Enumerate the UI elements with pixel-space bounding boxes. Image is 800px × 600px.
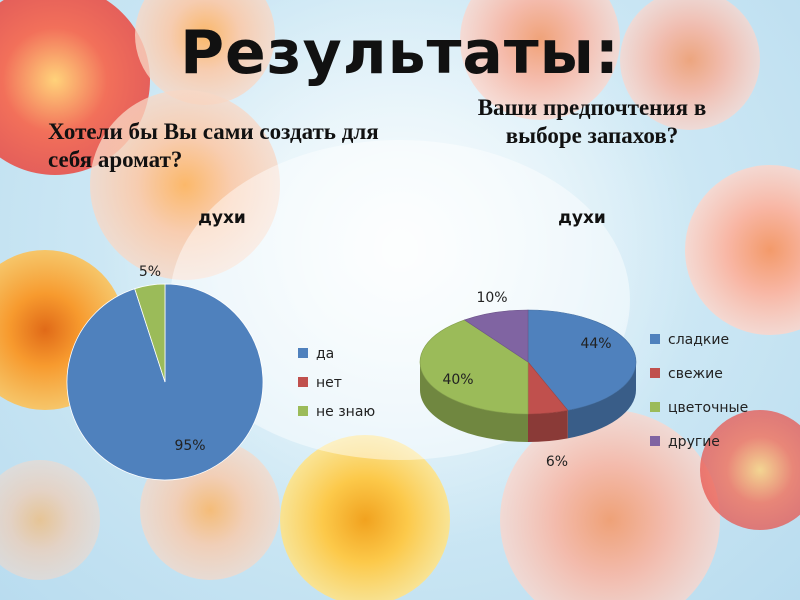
pie-label: 40%	[442, 372, 473, 388]
pie-side-цветочные	[420, 362, 528, 442]
chart-1-legend: да нет не знаю	[298, 346, 375, 420]
legend-swatch	[650, 402, 660, 412]
chart-2-legend-item: сладкие	[650, 332, 729, 348]
pie-slice-не знаю	[134, 283, 166, 383]
chart-1-slices	[66, 283, 264, 481]
chart-1-legend-item: да	[298, 346, 334, 362]
legend-label: свежие	[668, 366, 723, 382]
chart-2-slices	[419, 309, 637, 442]
legend-swatch	[298, 377, 308, 387]
pie-label: 5%	[139, 264, 161, 280]
chart-2-legend-item: другие	[650, 434, 720, 450]
chart-2-legend-item: цветочные	[650, 400, 748, 416]
chart-2-labels: 44% 6% 40% 10%	[442, 290, 611, 470]
question-scent-preferences: Ваши предпочтения в выборе запахов?	[477, 95, 707, 148]
chart-2-legend-item: свежие	[650, 366, 723, 382]
legend-label: другие	[668, 434, 720, 450]
chart-2-title: духи	[558, 208, 606, 228]
legend-swatch	[298, 406, 308, 416]
question-create-aroma: Хотели бы Вы сами создать для себя арома…	[48, 119, 379, 172]
pie-slice-цветочные	[419, 319, 529, 415]
chart-2-legend: сладкие свежие цветочные другие	[650, 332, 748, 450]
legend-label: да	[316, 346, 334, 362]
page-title: Результаты:	[180, 18, 620, 88]
legend-label: не знаю	[316, 404, 375, 420]
legend-swatch	[298, 348, 308, 358]
legend-label: нет	[316, 375, 342, 391]
pie-slice-сладкие	[527, 309, 637, 411]
pie-label: 44%	[580, 336, 611, 352]
legend-label: цветочные	[668, 400, 748, 416]
chart-1-title: духи	[198, 208, 246, 228]
chart-1-labels: 95% 5%	[139, 264, 206, 454]
chart-1-legend-item: не знаю	[298, 404, 375, 420]
chart-1-legend-item: нет	[298, 375, 342, 391]
legend-label: сладкие	[668, 332, 729, 348]
chart-create-aroma: духи 95% 5% да нет не знаю	[66, 208, 375, 481]
legend-swatch	[650, 334, 660, 344]
pie-side-свежие	[528, 410, 568, 442]
pie-slice-другие	[463, 309, 529, 363]
chart-scent-preferences: духи 44% 6% 40% 10% сладкие свежие цветочные д…	[419, 208, 748, 470]
legend-swatch	[650, 368, 660, 378]
pie-label: 6%	[546, 454, 568, 470]
pie-label: 10%	[476, 290, 507, 306]
legend-swatch	[650, 436, 660, 446]
pie-label: 95%	[174, 438, 205, 454]
